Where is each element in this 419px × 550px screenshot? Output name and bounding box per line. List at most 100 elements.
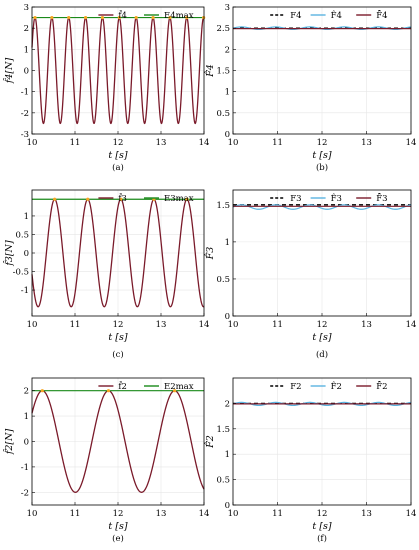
legend: F̂̄3 F̂3 F3 xyxy=(270,192,388,204)
panel-caption: (e) xyxy=(112,533,124,544)
panel-f: 10 11 12 13 14 0 0.5 1 1.5 2 t [s] F̂2 F̂̄2 F̂2 F2 (f) xyxy=(204,377,417,544)
x-tick-label: 14 xyxy=(199,509,210,519)
panel-b: 10 11 12 13 14 0 0.5 1 1.5 2 2.5 3 t [s] F̂4 F̂̄4 F̂4 F4… xyxy=(204,3,416,173)
y-tick-label: -1 xyxy=(21,88,29,98)
peak-marker xyxy=(106,389,111,393)
x-tick-label: 13 xyxy=(156,320,167,330)
y-tick-label: 3 xyxy=(225,3,230,13)
peak-marker xyxy=(134,15,138,20)
y-tick-label: 1.5 xyxy=(216,201,230,211)
y-tick-label: 0 xyxy=(225,501,230,511)
x-axis-label: t [s] xyxy=(312,150,331,161)
y-tick-label: 0.5 xyxy=(15,230,29,240)
y-tick-label: 2 xyxy=(24,387,29,397)
panel-caption: (f) xyxy=(317,533,327,544)
x-tick-label: 11 xyxy=(70,509,81,519)
y-tick-label: -0.5 xyxy=(13,268,29,278)
x-axis-label: t [s] xyxy=(108,521,127,532)
x-tick-label: 12 xyxy=(317,138,328,148)
y-tick-label: 0 xyxy=(24,249,29,259)
legend: F̂̄4 F̂4 F4 xyxy=(270,9,388,21)
legend-label: F̂̄4 xyxy=(376,9,387,21)
y-tick-label: -2 xyxy=(21,488,29,498)
y-tick-label: 0.5 xyxy=(216,109,230,119)
x-tick-label: 14 xyxy=(406,509,417,519)
x-tick-label: 14 xyxy=(406,138,417,148)
legend-label: f̂3 xyxy=(118,192,127,204)
peak-marker xyxy=(67,15,71,20)
x-axis-label: t [s] xyxy=(108,150,127,161)
legend: E2max f̂2 xyxy=(98,380,194,392)
peak-marker xyxy=(185,197,189,201)
peak-marker xyxy=(117,15,121,20)
y-tick-label: -1 xyxy=(21,463,29,473)
panel-d: 10 11 12 13 14 0 0.5 1 1.5 t [s] F̂3 F̂̄3 F̂3 F3 (d) xyxy=(204,189,416,360)
legend-label: f̂4 xyxy=(118,9,127,21)
y-tick-label: 1 xyxy=(24,212,29,222)
series-line-f-1 xyxy=(232,401,412,407)
panel-caption: (b) xyxy=(316,162,328,173)
legend-label: F̂̄3 xyxy=(376,192,387,204)
x-axis-label: t [s] xyxy=(312,332,331,343)
y-tick-label: 0 xyxy=(24,438,29,448)
peak-marker xyxy=(100,15,105,20)
legend-label: F̂3 xyxy=(331,192,342,204)
y-axis-label: F̂3 xyxy=(204,247,216,261)
y-tick-label: 2 xyxy=(225,399,230,409)
peak-marker xyxy=(168,15,172,20)
y-tick-label: 0.5 xyxy=(216,476,230,486)
y-tick-label: 1 xyxy=(24,412,29,422)
legend-label: F̂̄2 xyxy=(376,380,387,392)
x-tick-label: 14 xyxy=(199,138,210,148)
series-line-a-0 xyxy=(31,16,205,125)
y-tick-label: 0 xyxy=(24,67,29,77)
peak-marker xyxy=(185,15,189,20)
y-tick-label: 0 xyxy=(225,130,230,140)
x-axis-label: t [s] xyxy=(312,521,331,532)
x-tick-label: 13 xyxy=(361,320,372,330)
y-axis-label: f̂4[N] xyxy=(3,58,15,85)
panel-caption: (d) xyxy=(316,349,328,360)
panel-c: 10 11 12 13 14 -1 -0.5 0 0.5 1 t [s] f̂3[N] E3max f̂3… xyxy=(3,189,210,360)
legend: F̂̄2 F̂2 F2 xyxy=(270,380,388,392)
peak-marker xyxy=(40,389,44,393)
x-tick-label: 11 xyxy=(272,509,283,519)
peak-marker xyxy=(83,15,88,20)
legend-label: F4 xyxy=(290,11,301,21)
x-axis-label: t [s] xyxy=(108,332,127,343)
peak-marker xyxy=(151,15,155,20)
x-tick-label: 10 xyxy=(228,138,239,148)
y-axis-label: f̂2[N] xyxy=(3,429,15,456)
x-tick-label: 10 xyxy=(228,509,239,519)
x-tick-label: 12 xyxy=(317,509,328,519)
peak-marker xyxy=(119,197,123,201)
y-axis-label: F̂4 xyxy=(204,64,216,78)
legend-label: F2 xyxy=(290,382,301,392)
x-tick-label: 12 xyxy=(113,138,124,148)
y-tick-label: 1 xyxy=(225,238,230,248)
x-tick-label: 10 xyxy=(27,509,38,519)
legend-label: E4max xyxy=(164,11,194,21)
legend-label: F̂4 xyxy=(331,9,342,21)
x-tick-label: 14 xyxy=(199,320,210,330)
y-tick-label: 1 xyxy=(225,88,230,98)
y-tick-label: 1 xyxy=(24,45,29,55)
legend-label: F̂2 xyxy=(331,380,342,392)
y-tick-label: 0 xyxy=(225,312,230,322)
x-tick-label: 13 xyxy=(156,138,167,148)
x-tick-label: 13 xyxy=(156,509,167,519)
x-tick-label: 10 xyxy=(27,320,38,330)
y-tick-label: 3 xyxy=(24,3,29,13)
y-axis-label: F̂2 xyxy=(204,435,216,449)
x-tick-label: 12 xyxy=(113,320,124,330)
y-tick-label: 0.5 xyxy=(216,275,230,285)
y-tick-label: 1 xyxy=(225,450,230,460)
legend-label: f̂2 xyxy=(118,380,127,392)
y-tick-label: -1 xyxy=(21,286,29,296)
panel-caption: (a) xyxy=(112,162,124,173)
legend-label: F3 xyxy=(290,194,301,204)
series-line-c-0 xyxy=(31,198,205,308)
x-tick-label: 10 xyxy=(27,138,38,148)
